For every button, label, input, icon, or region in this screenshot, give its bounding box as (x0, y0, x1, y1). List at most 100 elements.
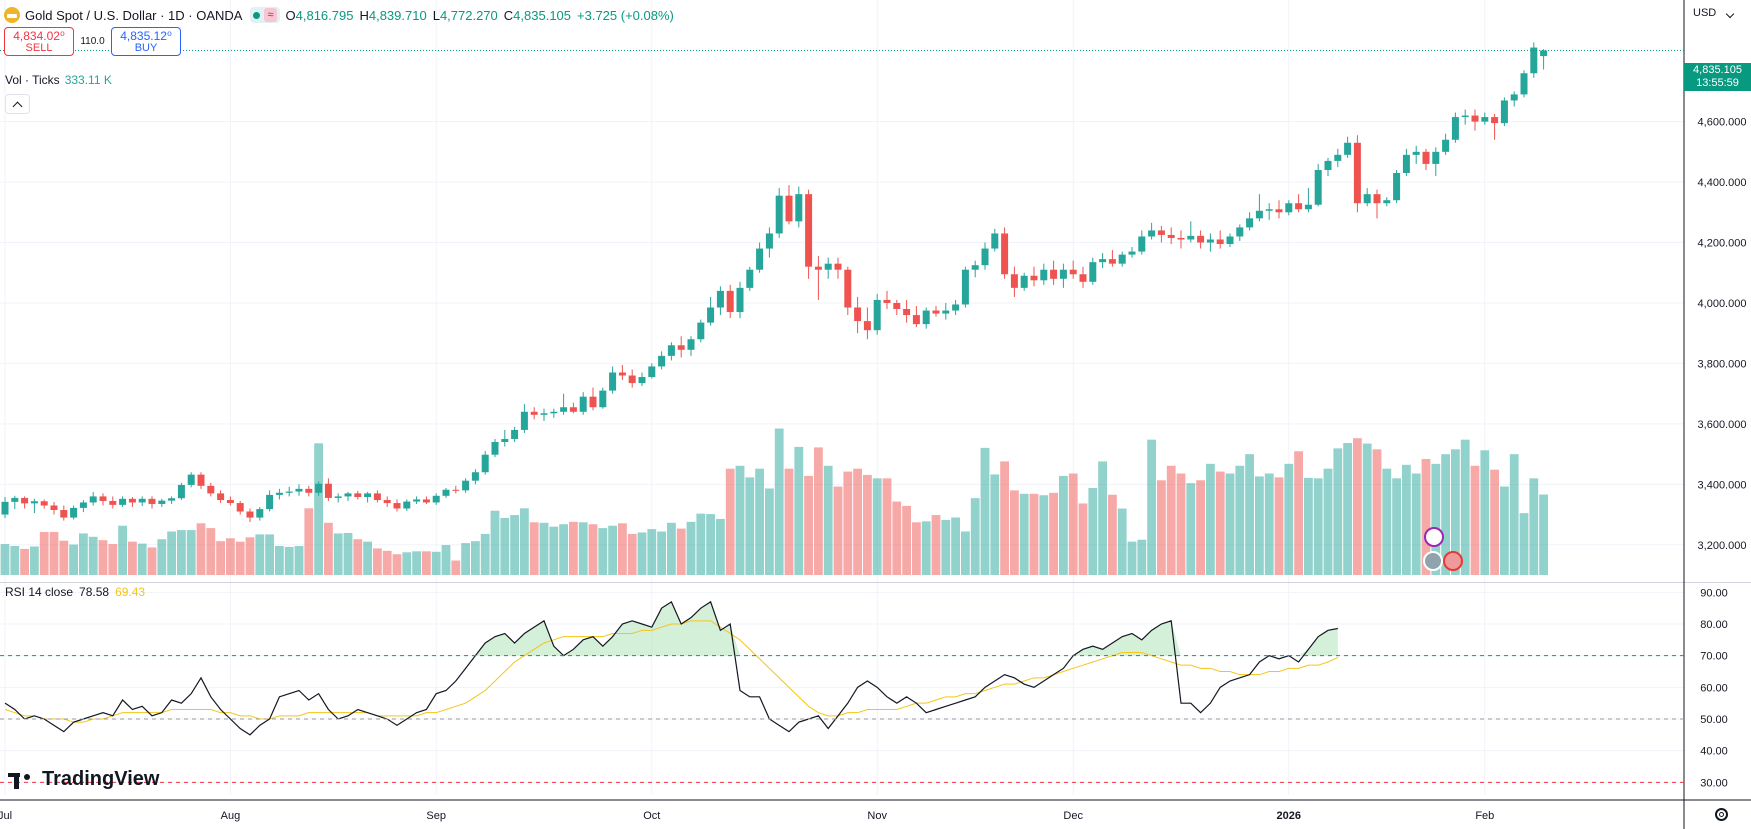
tradingview-logo: TradingView (8, 768, 159, 791)
volume-bar (373, 548, 382, 575)
candle-body (667, 345, 675, 356)
candle-body (589, 396, 597, 408)
candle-body (677, 345, 685, 350)
candle-body (863, 321, 871, 331)
volume-bar (892, 501, 902, 575)
buy-label: BUY (134, 42, 158, 54)
volume-bar (794, 446, 804, 575)
volume-bar (118, 525, 127, 575)
candle-body (687, 339, 695, 350)
candle-body (1510, 94, 1518, 101)
volume-legend[interactable]: Vol · Ticks 333.11 K (5, 73, 112, 87)
candle-body (952, 304, 960, 311)
volume-bar (382, 550, 392, 575)
us-flag-event-icon-2[interactable] (1443, 551, 1463, 571)
collapse-legend-button[interactable] (5, 94, 30, 114)
lightning-event-icon[interactable] (1424, 527, 1444, 547)
market-status-badge[interactable]: ≈ (250, 7, 280, 23)
volume-bar (10, 546, 20, 575)
volume-bar (814, 447, 823, 575)
volume-bar (196, 523, 206, 575)
volume-bar (343, 532, 353, 575)
candle-body (814, 266, 822, 270)
candle-body (1089, 262, 1097, 282)
volume-bar (755, 468, 764, 575)
rsi-pane (4, 600, 1339, 736)
candle-body (462, 480, 470, 491)
currency-selector[interactable]: USD (1693, 7, 1735, 19)
volume-bar (657, 531, 666, 575)
volume-bar (333, 533, 343, 575)
volume-bar (1010, 490, 1019, 575)
change-value: +3.725 (+0.08%) (577, 7, 674, 23)
candle-body (354, 493, 362, 498)
high-label: H (359, 7, 369, 23)
rsi-legend[interactable]: RSI 14 close 78.58 69.43 (5, 585, 145, 599)
volume-bar (804, 475, 813, 575)
volume-bar (598, 528, 608, 575)
volume-bar (451, 560, 461, 575)
rsi-tick-label: 50.00 (1700, 714, 1728, 726)
candle-body (1353, 142, 1361, 204)
candle-body (1432, 151, 1440, 164)
candle-body (393, 503, 401, 509)
volume-bar (647, 529, 657, 575)
candle-body (991, 233, 999, 249)
rsi-tick-label: 40.00 (1700, 746, 1728, 758)
candle-body (403, 501, 411, 509)
volume-bar (1255, 476, 1264, 575)
volume-bar (157, 539, 167, 575)
rsi-tick-label: 60.00 (1700, 682, 1728, 694)
volume-bar (1108, 494, 1117, 575)
candle-body (618, 372, 626, 376)
volume-bar (1343, 443, 1352, 575)
candle-body (550, 411, 558, 414)
candle-body (383, 500, 391, 504)
gear-icon[interactable] (1715, 808, 1728, 821)
candle-body (658, 355, 666, 367)
volume-bar (461, 543, 470, 575)
volume-bar (765, 488, 774, 575)
volume-bar (863, 474, 872, 575)
volume-bar (177, 530, 186, 575)
candle-body (1255, 210, 1263, 219)
sell-button[interactable]: 4,834.02⁰ SELL (4, 27, 74, 56)
bar-countdown: 13:55:59 (1696, 77, 1739, 89)
us-flag-event-icon[interactable] (1423, 551, 1443, 571)
volume-bar (774, 428, 784, 575)
candle-body (805, 194, 813, 267)
volume-bar (1441, 454, 1450, 575)
buy-button[interactable]: 4,835.12⁰ BUY (111, 27, 181, 56)
volume-bar (1451, 449, 1460, 575)
candle-body (40, 501, 48, 506)
candle-body (275, 492, 283, 495)
volume-bar (1333, 448, 1343, 575)
candle-body (520, 411, 528, 430)
rsi-legend-label: RSI 14 close (5, 585, 74, 599)
time-tick-label: Nov (867, 810, 887, 822)
volume-bar (0, 544, 10, 575)
volume-bar (1039, 495, 1049, 575)
wave-icon: ≈ (264, 8, 277, 22)
candle-body (922, 310, 930, 325)
volume-bar (1127, 541, 1137, 575)
volume-bar (1392, 478, 1401, 575)
candle-body (413, 499, 421, 502)
volume-bar (1460, 439, 1470, 575)
candle-body (177, 484, 185, 499)
volume-bar (137, 543, 147, 575)
candle-body (187, 474, 195, 485)
volume-bar (1470, 465, 1480, 575)
symbol-title[interactable]: Gold Spot / U.S. Dollar · 1D · OANDA (25, 7, 243, 23)
volume-bar (167, 531, 176, 575)
candle-body (971, 265, 979, 270)
volume-bar (980, 447, 990, 575)
volume-bar (872, 478, 882, 575)
candle-body (1324, 160, 1332, 170)
volume-bar (970, 498, 980, 575)
candle-body (1481, 117, 1489, 122)
candle-body (1530, 47, 1538, 74)
volume-bar (128, 541, 137, 575)
volume-bar (1196, 480, 1205, 575)
